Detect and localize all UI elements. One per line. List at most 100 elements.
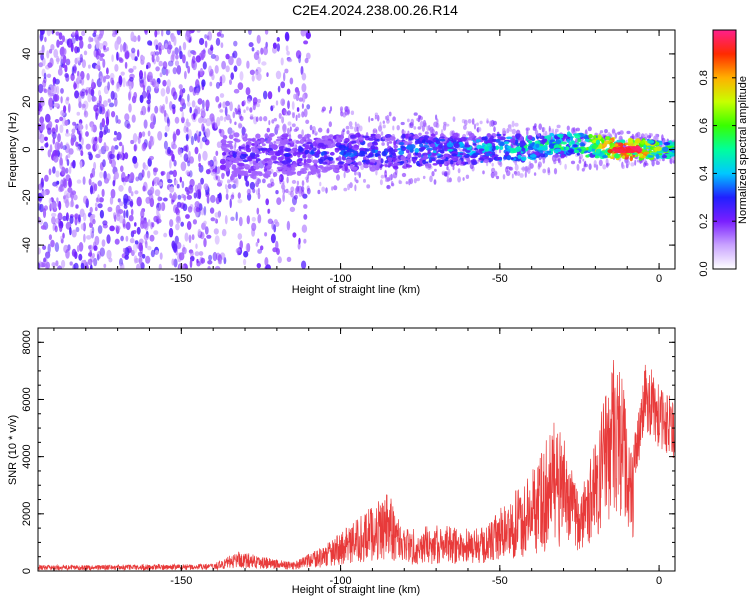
heatmap-cell	[167, 40, 172, 50]
heatmap-cell	[172, 133, 177, 142]
heatmap-cell	[60, 88, 64, 94]
heatmap-cell	[294, 187, 298, 194]
heatmap-cell	[299, 146, 303, 152]
heatmap-cell	[386, 184, 391, 190]
heatmap-cell	[113, 137, 118, 142]
heatmap-cell	[566, 131, 571, 137]
heatmap-cell	[133, 91, 138, 100]
heatmap-cell	[465, 150, 471, 153]
heatmap-cell	[538, 123, 542, 130]
heatmap-cell	[205, 128, 211, 138]
heatmap-cell	[599, 130, 604, 134]
heatmap-cell	[389, 136, 396, 141]
heatmap-cell	[186, 101, 191, 107]
heatmap-cell	[256, 263, 261, 269]
heatmap-cell	[588, 163, 592, 170]
heatmap-cell	[163, 197, 168, 202]
heatmap-cell	[92, 96, 97, 102]
heatmap-cell	[647, 155, 654, 158]
heatmap-cell	[92, 218, 96, 225]
heatmap-cell	[92, 32, 97, 38]
colorbar-tick-label: 0.2	[698, 214, 710, 229]
heatmap-cell	[354, 171, 357, 176]
heatmap-cell	[584, 138, 590, 142]
heatmap-cell	[154, 249, 159, 255]
heatmap-cell	[376, 138, 380, 142]
heatmap-cell	[276, 136, 282, 139]
heatmap-cell	[154, 105, 159, 114]
heatmap-cell	[514, 164, 519, 171]
heatmap-cell	[321, 136, 325, 140]
heatmap-cell	[516, 171, 521, 176]
heatmap-cell	[142, 185, 146, 192]
heatmap-cell	[489, 120, 492, 127]
heatmap-cell	[154, 81, 160, 89]
heatmap-cell	[88, 36, 92, 43]
heatmap-cell	[69, 200, 75, 208]
heatmap-cell	[204, 226, 209, 235]
heatmap-cell	[457, 176, 461, 183]
heatmap-cell	[232, 111, 236, 119]
heatmap-cell	[156, 207, 160, 217]
heatmap-cell	[256, 50, 260, 56]
heatmap-cell	[130, 191, 134, 197]
heatmap-cell	[601, 139, 605, 144]
heatmap-cell	[284, 31, 290, 41]
heatmap-cell	[598, 144, 603, 149]
heatmap-cell	[215, 37, 221, 46]
heatmap-cell	[132, 230, 137, 234]
heatmap-cell	[67, 187, 73, 194]
heatmap-cell	[258, 172, 263, 177]
heatmap-cell	[51, 212, 57, 218]
heatmap-cell	[76, 111, 81, 116]
heatmap-cell	[182, 54, 186, 64]
heatmap-cell	[169, 219, 174, 228]
heatmap-cell	[435, 114, 438, 121]
heatmap-cell	[370, 118, 374, 121]
heatmap-cell	[87, 43, 92, 49]
heatmap-cell	[103, 263, 107, 268]
heatmap-cell	[567, 149, 574, 153]
heatmap-cell	[604, 129, 608, 134]
heatmap-cell	[257, 98, 261, 104]
heatmap-cell	[94, 136, 98, 142]
heatmap-cell	[214, 235, 220, 245]
heatmap-cell	[484, 145, 488, 150]
heatmap-cell	[75, 226, 80, 233]
heatmap-cell	[97, 203, 103, 209]
heatmap-cell	[71, 128, 76, 134]
heatmap-cell	[191, 234, 195, 241]
heatmap-cell	[420, 146, 427, 150]
heatmap-cell	[90, 123, 94, 132]
heatmap-cell	[140, 209, 145, 219]
heatmap-cell	[286, 110, 291, 116]
heatmap-cell	[475, 139, 481, 143]
heatmap-cell	[234, 139, 241, 143]
heatmap-cell	[634, 139, 641, 144]
heatmap-cell	[594, 155, 600, 159]
heatmap-cell	[481, 136, 488, 141]
heatmap-cell	[257, 151, 262, 154]
heatmap-cell	[150, 81, 155, 86]
heatmap-cell	[351, 140, 357, 144]
heatmap-cell	[407, 164, 412, 168]
heatmap-cell	[63, 190, 69, 200]
heatmap-cell	[344, 137, 350, 143]
heatmap-cell	[568, 141, 572, 146]
heatmap-cell	[237, 82, 244, 90]
heatmap-cell	[214, 265, 221, 269]
heatmap-cell	[429, 175, 433, 183]
heatmap-cell	[282, 124, 286, 131]
heatmap-cell	[195, 189, 201, 199]
heatmap-cell	[574, 134, 581, 139]
heatmap-cell	[224, 215, 228, 225]
heatmap-cell	[343, 187, 348, 192]
heatmap-cell	[422, 119, 427, 127]
heatmap-cell	[312, 159, 319, 164]
heatmap-cell	[476, 144, 483, 150]
heatmap-cell	[54, 78, 60, 85]
heatmap-cell	[284, 147, 292, 152]
heatmap-cell	[305, 52, 311, 60]
heatmap-cell	[392, 116, 396, 122]
heatmap-cell	[583, 135, 589, 140]
